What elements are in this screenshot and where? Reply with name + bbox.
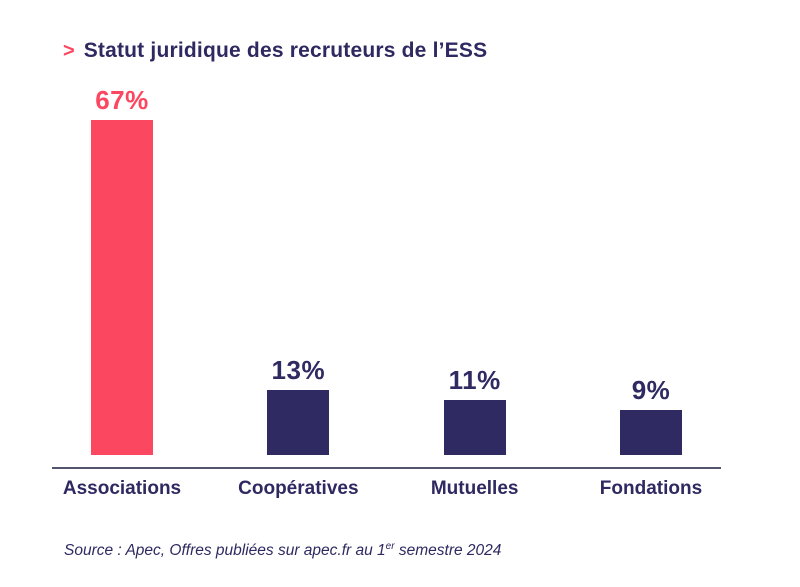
category-label: Associations <box>62 478 182 499</box>
bar-column: 11% <box>405 367 545 455</box>
bar <box>619 410 682 455</box>
bar-value-label: 67% <box>95 85 149 115</box>
chart-header: > Statut juridique des recruteurs de l’E… <box>63 38 800 64</box>
bars-area: 67% 13% 11% 9% <box>52 86 721 455</box>
bar-value-label: 9% <box>631 375 671 405</box>
bar-column: 67% <box>52 87 192 455</box>
bar-value-label: 13% <box>271 355 326 385</box>
bar <box>267 390 330 455</box>
bar-value-label: 11% <box>448 365 501 395</box>
x-axis-labels: Associations Coopératives Mutuelles Fondati… <box>52 478 721 500</box>
bar-column: 9% <box>581 377 721 455</box>
page-title: Statut juridique des recruteurs de l’ESS <box>83 39 488 62</box>
source-note: Source : Apec, Offres publiées sur apec.… <box>64 540 800 560</box>
bar <box>91 120 153 455</box>
category-label: Coopératives <box>238 478 359 499</box>
category-label: Mutuelles <box>430 478 519 499</box>
source-text-suffix: semestre 2024 <box>394 542 502 559</box>
x-axis-line <box>52 467 721 469</box>
title-chevron-icon: > <box>63 40 75 62</box>
bar <box>443 400 506 455</box>
category-label: Fondations <box>599 478 703 499</box>
source-text: Source : Apec, Offres publiées sur apec.… <box>64 542 386 559</box>
bar-column: 13% <box>228 357 368 455</box>
bar-chart: 67% 13% 11% 9% Associations Coopératives Mutu… <box>52 86 721 500</box>
source-superscript: er <box>385 540 395 552</box>
